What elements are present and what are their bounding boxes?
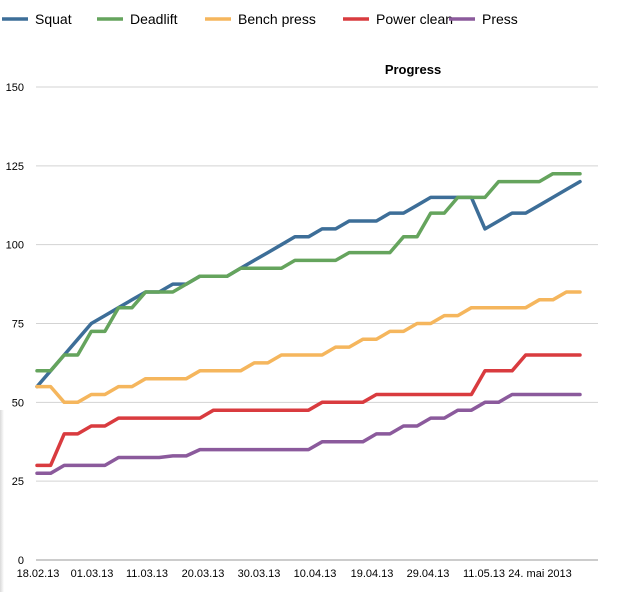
series-line-bench-press xyxy=(35,290,582,405)
x-tick-label: 11.03.13 xyxy=(126,568,168,580)
x-tick-label: 20.03.13 xyxy=(182,568,225,580)
x-tick-label: 24. mai 2013 xyxy=(508,568,572,580)
y-tick-label: 75 xyxy=(12,319,24,331)
window-edge-shadow xyxy=(0,410,4,592)
y-tick-label: 125 xyxy=(6,161,24,173)
x-tick-label: 01.03.13 xyxy=(71,568,114,580)
legend-label: Deadlift xyxy=(130,11,178,27)
y-tick-label: 50 xyxy=(12,397,24,409)
gridlines xyxy=(36,86,598,561)
x-tick-label: 30.03.13 xyxy=(238,568,281,580)
x-axis: 18.02.13 01.03.13 11.03.13 20.03.13 30.03.13… xyxy=(17,568,572,580)
x-tick-label: 18.02.13 xyxy=(17,568,60,580)
legend-label: Bench press xyxy=(238,11,316,27)
legend-label: Press xyxy=(482,11,518,27)
y-tick-label: 150 xyxy=(6,82,24,94)
legend-label: Power clean xyxy=(376,11,453,27)
series-line-deadlift xyxy=(35,171,582,373)
y-axis: 0 25 50 75 100 125 150 xyxy=(6,82,24,567)
x-tick-label: 10.04.13 xyxy=(294,568,337,580)
chart-title: Progress xyxy=(385,62,441,77)
y-tick-label: 25 xyxy=(12,476,24,488)
x-tick-label: 11.05.13 xyxy=(463,568,505,580)
y-tick-label: 100 xyxy=(6,240,24,252)
legend-label: Squat xyxy=(35,11,72,27)
series-line-squat xyxy=(35,179,582,389)
series-line-power-clean xyxy=(35,353,582,468)
series-lines xyxy=(35,171,582,476)
series-line-press xyxy=(35,392,582,476)
x-tick-label: 19.04.13 xyxy=(351,568,394,580)
x-tick-label: 29.04.13 xyxy=(407,568,450,580)
y-tick-label: 0 xyxy=(18,555,24,567)
legend: Squat Deadlift Bench press Power clean Press xyxy=(2,11,518,27)
